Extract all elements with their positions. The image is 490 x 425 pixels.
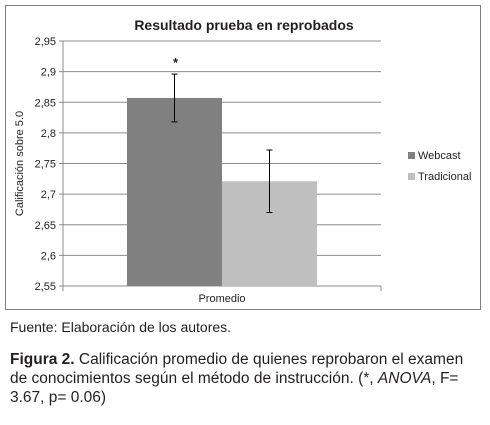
bar-webcast	[127, 97, 222, 287]
caption-stat-values: , F= 3.67, p= 0.06)	[10, 370, 459, 406]
legend-swatch-webcast	[408, 152, 415, 159]
y-tick-label: 2,65	[35, 220, 56, 232]
legend-swatch-tradicional	[408, 173, 415, 180]
caption-label: Figura 2.	[10, 351, 75, 368]
significance-marker: *	[173, 55, 179, 70]
bar-chart: Resultado prueba en reprobados 2,55 2,6 2,6…	[14, 17, 471, 305]
caption-stat-name: ANOVA	[377, 370, 432, 387]
y-tick-label: 2,8	[41, 128, 56, 140]
y-tick-label: 2,75	[35, 159, 56, 171]
legend-label-webcast: Webcast	[418, 150, 461, 162]
y-tick-label: 2,85	[35, 97, 56, 109]
y-tick-label: 2,55	[35, 281, 56, 293]
chart-container: Resultado prueba en reprobados 2,55 2,6 2,6…	[5, 5, 481, 310]
figure-caption: Figura 2. Calificación promedio de quien…	[10, 350, 480, 407]
x-category-label: Promedio	[198, 293, 245, 305]
y-tick-label: 2,95	[35, 36, 56, 48]
y-tick-label: 2,9	[41, 67, 56, 79]
y-axis-label: Calificación sobre 5.0	[14, 111, 26, 216]
caption-text: Calificación promedio de quienes reproba…	[10, 351, 464, 387]
legend-label-tradicional: Tradicional	[418, 171, 471, 183]
chart-title: Resultado prueba en reprobados	[134, 17, 354, 33]
y-tick-label: 2,6	[41, 250, 56, 262]
y-tick-label: 2,7	[41, 189, 56, 201]
source-note: Fuente: Elaboración de los autores.	[10, 319, 232, 335]
